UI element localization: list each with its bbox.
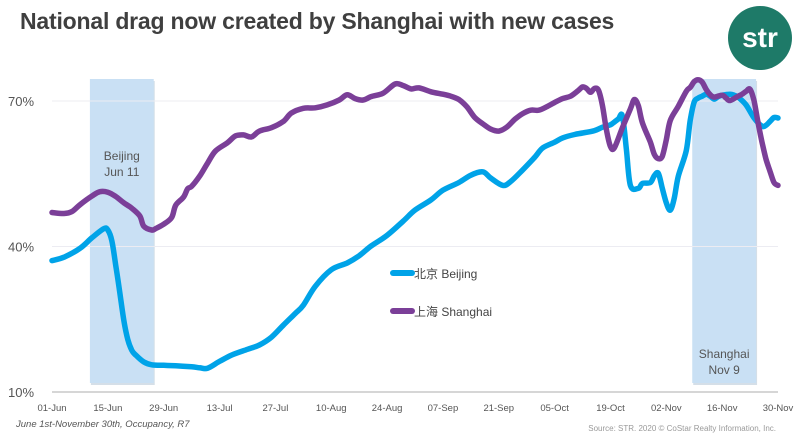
x-tick-label: 29-Jun xyxy=(149,403,178,414)
shanghai-legend-label: 上海 Shanghai xyxy=(414,304,492,319)
source-credit: Source: STR. 2020 © CoStar Realty Inform… xyxy=(588,424,776,433)
x-tick-label: 19-Oct xyxy=(596,403,625,414)
y-axis-ticks: 70% 40% 10% xyxy=(8,94,34,400)
x-tick-label: 27-Jul xyxy=(262,403,288,414)
x-tick-label: 13-Jul xyxy=(207,403,233,414)
x-tick-label: 10-Aug xyxy=(316,403,347,414)
beijing-outbreak-label-line: Beijing xyxy=(104,149,140,163)
x-tick-label: 30-Nov xyxy=(763,403,794,414)
highlight-bands: Beijing Jun 11 Shanghai Nov 9 xyxy=(89,79,758,385)
shanghai-outbreak-label-line: Nov 9 xyxy=(708,363,740,377)
x-tick-label: 07-Sep xyxy=(428,403,459,414)
chart-title: National drag now created by Shanghai wi… xyxy=(20,8,615,34)
x-tick-label: 01-Jun xyxy=(37,403,66,414)
shanghai-outbreak-label-line: Shanghai xyxy=(699,347,750,361)
y-tick-label: 40% xyxy=(8,240,34,255)
y-tick-label: 10% xyxy=(8,385,34,400)
x-axis-ticks: 01-Jun 15-Jun 29-Jun 13-Jul 27-Jul 10-Aug 24-A… xyxy=(37,403,793,414)
chart-footnote: June 1st-November 30th, Occupancy, R7 xyxy=(16,419,190,430)
x-tick-label: 21-Sep xyxy=(483,403,514,414)
y-tick-label: 70% xyxy=(8,94,34,109)
x-tick-label: 05-Oct xyxy=(540,403,569,414)
beijing-legend-label: 北京 Beijing xyxy=(414,267,477,281)
x-tick-label: 16-Nov xyxy=(707,403,738,414)
x-tick-label: 02-Nov xyxy=(651,403,682,414)
series-lines xyxy=(49,76,781,372)
beijing-line xyxy=(49,91,781,372)
x-tick-label: 15-Jun xyxy=(93,403,122,414)
shanghai-line xyxy=(49,76,781,233)
legend: 北京 Beijing 上海 Shanghai xyxy=(390,267,492,319)
str-logo: str xyxy=(728,6,792,70)
x-tick-label: 24-Aug xyxy=(372,403,403,414)
beijing-outbreak-label-line: Jun 11 xyxy=(104,165,139,179)
shanghai-outbreak-band xyxy=(692,79,757,383)
gridlines xyxy=(52,100,778,393)
str-logo-text: str xyxy=(742,22,778,53)
